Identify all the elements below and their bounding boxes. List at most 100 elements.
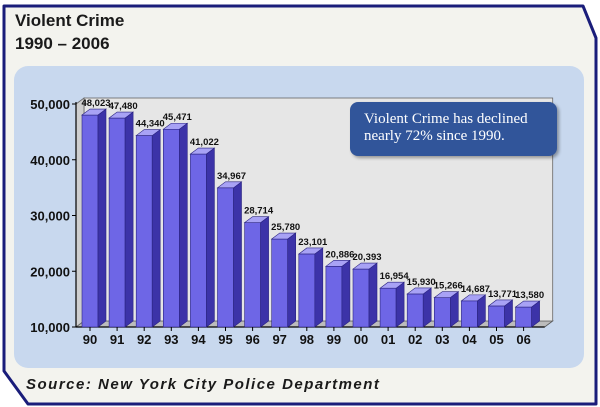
data-label: 47,480 xyxy=(109,101,138,112)
annotation-callout: Violent Crime has declined nearly 72% si… xyxy=(350,102,557,156)
source-note: Source: New York City Police Department xyxy=(26,376,381,393)
bar-side xyxy=(341,259,351,328)
data-label: 13,580 xyxy=(515,290,544,301)
bar xyxy=(406,287,433,328)
x-tick-label: 95 xyxy=(218,332,232,347)
y-tick-label: 10,000 xyxy=(30,320,70,335)
bar xyxy=(243,216,270,328)
bar-front xyxy=(217,187,234,328)
bar-front xyxy=(298,253,316,328)
bar-top xyxy=(243,216,270,223)
bar-top xyxy=(352,262,378,270)
x-tick-label: 05 xyxy=(489,332,503,347)
data-label: 44,340 xyxy=(136,119,165,130)
y-tick-label: 50,000 xyxy=(30,97,70,112)
bar-front xyxy=(163,128,180,328)
x-tick-label: 91 xyxy=(110,332,124,347)
x-tick-label: 96 xyxy=(245,332,259,347)
data-label: 41,022 xyxy=(190,137,219,148)
bar-side xyxy=(422,287,432,328)
x-tick-label: 92 xyxy=(137,332,151,347)
bar-top xyxy=(379,281,406,289)
data-label: 28,714 xyxy=(244,206,274,217)
bar-side xyxy=(368,262,378,328)
bar xyxy=(352,262,378,328)
data-label: 15,930 xyxy=(407,277,436,288)
bar-front xyxy=(325,266,343,328)
bar-side xyxy=(233,181,242,328)
bar-front xyxy=(190,153,207,328)
bar-side xyxy=(124,111,134,328)
bar-front xyxy=(352,268,370,328)
bar-front xyxy=(81,114,99,328)
x-tick-label: 01 xyxy=(381,332,395,347)
bar-front xyxy=(515,306,532,328)
y-tick-label: 30,000 xyxy=(30,209,70,224)
bar-front xyxy=(244,222,261,328)
chart-title-line1: Violent Crime xyxy=(15,11,125,30)
bar xyxy=(162,122,189,328)
bar-side xyxy=(395,281,405,328)
bar-front xyxy=(379,287,397,328)
callout-line1: Violent Crime has declined xyxy=(364,111,528,127)
bar-top xyxy=(514,300,541,308)
y-tick-label: 20,000 xyxy=(30,264,70,279)
bar-top xyxy=(216,181,243,189)
bar-top xyxy=(108,111,135,119)
bar-front xyxy=(271,238,289,328)
bar-front xyxy=(488,305,505,328)
data-label: 25,780 xyxy=(271,222,300,233)
bar-front xyxy=(108,117,126,328)
data-label: 20,393 xyxy=(352,252,381,263)
x-tick-label: 98 xyxy=(300,332,314,347)
data-label: 20,886 xyxy=(325,249,354,260)
bar-side xyxy=(179,122,188,328)
x-tick-label: 94 xyxy=(191,332,206,347)
data-label: 13,771 xyxy=(488,289,518,300)
bar xyxy=(433,291,460,328)
data-label: 16,954 xyxy=(380,271,410,282)
x-tick-label: 03 xyxy=(435,332,449,347)
data-label: 34,967 xyxy=(217,171,246,182)
bar-top xyxy=(324,260,351,267)
bar-top xyxy=(270,232,297,240)
bar xyxy=(379,281,406,328)
x-tick-label: 90 xyxy=(83,332,97,347)
x-tick-label: 93 xyxy=(164,332,178,347)
bar xyxy=(189,147,216,328)
bar-front xyxy=(461,300,478,328)
x-tick-label: 97 xyxy=(272,332,286,347)
bar-top xyxy=(162,122,189,130)
x-tick-label: 02 xyxy=(408,332,422,347)
bar-front xyxy=(433,297,451,328)
bar-top xyxy=(135,129,162,136)
bar-front xyxy=(135,135,153,328)
bar-top xyxy=(189,147,216,155)
bar-top xyxy=(460,294,487,302)
bar xyxy=(324,259,351,328)
x-tick-label: 99 xyxy=(327,332,341,347)
bar xyxy=(297,247,324,328)
bar-side xyxy=(206,147,215,328)
chart-title-line2: 1990 – 2006 xyxy=(15,34,110,53)
bar xyxy=(108,111,135,328)
bar-top xyxy=(433,291,460,298)
bar-top xyxy=(81,108,107,116)
bar-side xyxy=(287,232,297,328)
x-tick-label: 06 xyxy=(516,332,530,347)
bar-side xyxy=(260,216,269,328)
data-label: 14,687 xyxy=(461,284,490,295)
bar-front xyxy=(406,293,424,328)
callout-line2: nearly 72% since 1990. xyxy=(364,128,505,144)
x-tick-label: 04 xyxy=(462,332,477,347)
data-label: 48,023 xyxy=(81,98,110,109)
bar xyxy=(270,232,297,328)
data-label: 23,101 xyxy=(298,237,328,248)
y-tick-label: 40,000 xyxy=(30,153,70,168)
bar xyxy=(135,128,162,328)
x-tick-label: 00 xyxy=(354,332,368,347)
bar xyxy=(216,181,243,328)
bar-side xyxy=(151,128,161,328)
